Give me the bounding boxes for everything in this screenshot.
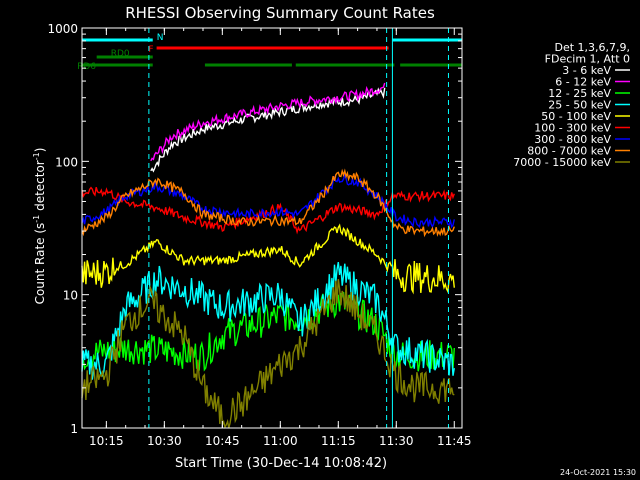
legend-entry-label: 3 - 6 keV [562, 64, 611, 77]
legend-header: FDecim 1, Att 0 [545, 53, 630, 66]
x-tick-label: 10:15 [89, 434, 124, 448]
data-series [81, 82, 455, 430]
x-tick-label: 10:30 [147, 434, 182, 448]
legend-entry-label: 50 - 100 keV [541, 110, 611, 123]
plot-frame [81, 27, 463, 429]
legend-entry-label: 12 - 25 keV [548, 87, 611, 100]
x-tick-label: 11:00 [263, 434, 298, 448]
axes: 10:15 10:30 10:45 11:00 11:15 11:30 11:45 1000 1… [47, 22, 471, 448]
x-tick-label: 11:45 [437, 434, 472, 448]
legend: Det 1,3,6,7,9,FDecim 1, Att 03 - 6 keV6 … [513, 41, 630, 169]
series-line [81, 168, 455, 238]
legend-entry-label: 25 - 50 keV [548, 99, 611, 112]
flag-label: F [148, 45, 153, 55]
legend-entry-label: 800 - 7000 keV [527, 145, 611, 158]
legend-header: Det 1,3,6,7,9, [554, 41, 630, 54]
legend-entry-label: 6 - 12 keV [555, 76, 611, 89]
y-axis-label-sup: -1 [32, 215, 41, 223]
legend-entry-label: 300 - 800 keV [534, 133, 611, 146]
flag-label: RD6 [77, 62, 96, 72]
x-tick-label: 11:30 [379, 434, 414, 448]
y-axis-label-part: Count Rate (s [33, 223, 47, 305]
x-tick-label: 10:45 [205, 434, 240, 448]
chart-title: RHESSI Observing Summary Count Rates [125, 4, 435, 22]
legend-entry-label: 100 - 300 keV [534, 122, 611, 135]
y-axis-label-part: detector [33, 160, 47, 215]
status-flags: NF RD0 RD6 [77, 33, 462, 72]
series-line [150, 87, 386, 173]
flag-label: RD0 [111, 49, 130, 59]
y-tick-label: 1 [70, 422, 78, 436]
y-axis-label-sup: -1 [32, 152, 41, 160]
series-line [81, 223, 455, 295]
y-axis-label-part: ) [33, 148, 47, 153]
flag-label: N [157, 33, 164, 43]
x-tick-label: 11:15 [321, 434, 356, 448]
y-tick-label: 10 [63, 289, 78, 303]
y-tick-label: 1000 [47, 22, 78, 36]
y-axis-label: Count Rate (s-1 detector-1) [32, 148, 47, 305]
x-axis-label: Start Time (30-Dec-14 10:08:42) [175, 456, 387, 471]
legend-entry-label: 7000 - 15000 keV [513, 156, 611, 169]
footer-date: 24-Oct-2021 15:30 [560, 468, 636, 477]
series-line [150, 82, 386, 162]
y-tick-label: 100 [55, 155, 78, 169]
